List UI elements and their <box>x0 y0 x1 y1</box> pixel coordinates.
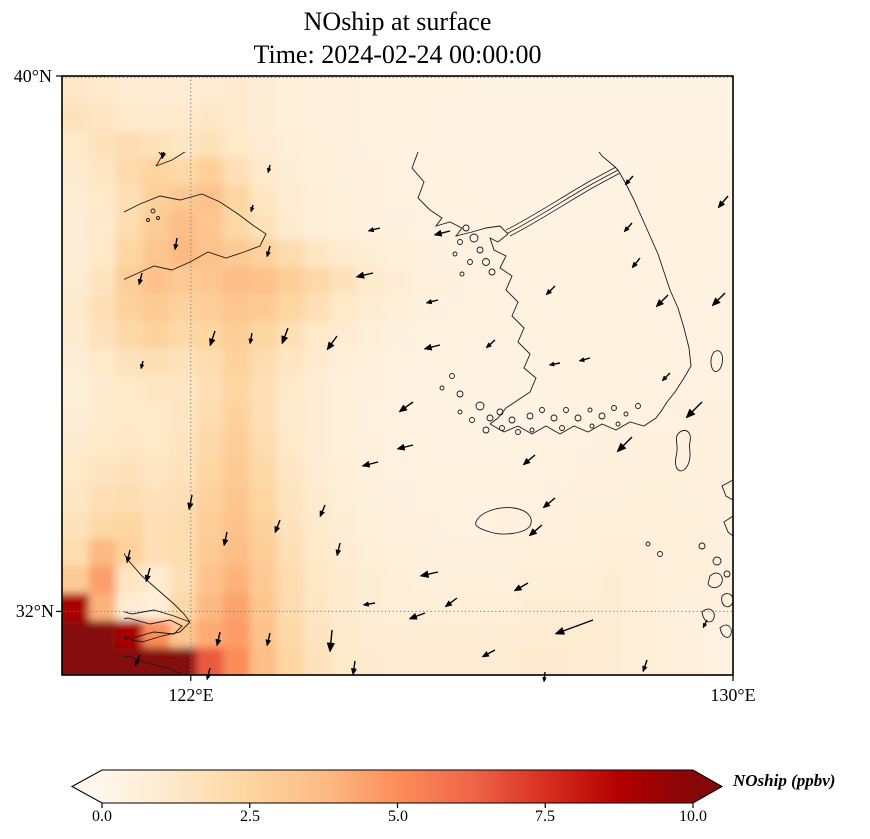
country-border-lines <box>505 166 621 237</box>
y-axis-tick-label-32n: 32°N <box>15 601 54 621</box>
plot-frame <box>61 75 734 676</box>
y-axis-tick-label-40n: 40°N <box>13 66 52 86</box>
coastlines <box>124 152 734 675</box>
plot-title: NOship at surface Time: 2024-02-24 00:00… <box>62 5 733 71</box>
plot-title-line2: Time: 2024-02-24 00:00:00 <box>253 40 542 69</box>
colorbar-tick-0: 0.0 <box>92 808 112 825</box>
x-axis-tick-label-130e: 130°E <box>710 685 756 705</box>
colorbar-tick-2: 5.0 <box>388 808 408 825</box>
plot-title-line1: NOship at surface <box>303 7 492 36</box>
axis-ticks <box>56 75 734 681</box>
wind-quiver-arrows <box>125 152 729 683</box>
colorbar-label: NOship (ppbv) <box>733 771 836 790</box>
colorbar-tick-1: 2.5 <box>240 808 260 825</box>
x-axis-tick-label-122e: 122°E <box>168 685 214 705</box>
heatmap-mesh <box>62 76 733 675</box>
colorbar-tick-4: 10.0 <box>679 808 707 825</box>
graticule-gridlines <box>62 76 733 675</box>
colorbar <box>70 769 724 808</box>
colorbar-tick-3: 7.5 <box>535 808 555 825</box>
